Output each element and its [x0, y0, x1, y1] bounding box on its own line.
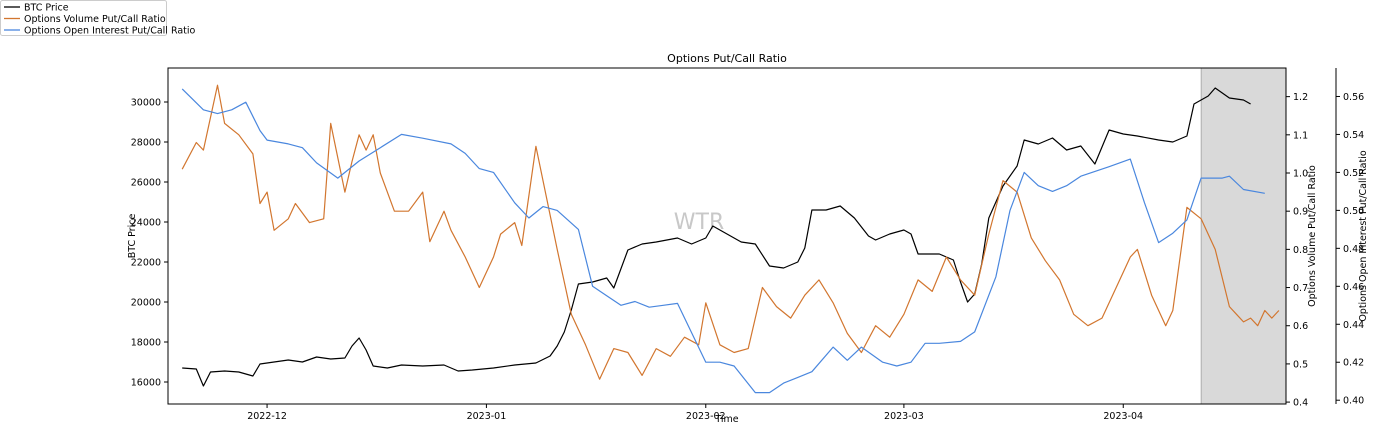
right2-tick-label: 0.50	[1343, 206, 1364, 217]
highlight-span	[1200, 67, 1287, 405]
left-tick-label: 26000	[131, 178, 161, 189]
legend-label: Options Volume Put/Call Ratio	[24, 14, 166, 25]
right1-tick-label: 0.6	[1293, 321, 1308, 332]
right2-tick-label: 0.52	[1343, 168, 1364, 179]
series-line-1	[181, 84, 1280, 380]
left-tick-label: 22000	[131, 258, 161, 269]
right2-tick-label: 0.40	[1343, 396, 1364, 407]
x-tick-label: 2023-03	[884, 411, 924, 422]
right2-tick-label: 0.48	[1343, 244, 1364, 255]
right2-tick-label: 0.42	[1343, 358, 1364, 369]
right1-tick-label: 1.2	[1293, 92, 1308, 103]
right1-tick-label: 0.9	[1293, 207, 1308, 218]
series-line-2	[181, 88, 1265, 394]
x-axis-label: Time	[714, 414, 738, 425]
left-tick-label: 30000	[131, 98, 161, 109]
left-tick-label: 18000	[131, 338, 161, 349]
right1-tick-label: 0.8	[1293, 245, 1308, 256]
left-tick-label: 24000	[131, 218, 161, 229]
left-tick-label: 16000	[131, 378, 161, 389]
right1-tick-label: 0.4	[1293, 398, 1308, 409]
x-tick-label: 2023-01	[467, 411, 507, 422]
legend-box	[0, 0, 167, 36]
right1-tick-label: 0.7	[1293, 283, 1308, 294]
left-axis-label: BTC Price	[127, 214, 138, 259]
right1-tick-label: 0.5	[1293, 359, 1308, 370]
legend-label: Options Open Interest Put/Call Ratio	[24, 26, 196, 37]
x-tick-label: 2023-02	[686, 411, 726, 422]
x-tick-label: 2022-12	[247, 411, 287, 422]
right1-tick-label: 1.1	[1293, 130, 1308, 141]
right-axis-label-volume: Options Volume Put/Call Ratio	[1307, 165, 1318, 307]
right2-tick-label: 0.56	[1343, 92, 1364, 103]
right2-tick-label: 0.46	[1343, 282, 1364, 293]
x-tick-label: 2023-04	[1103, 411, 1143, 422]
right2-tick-label: 0.54	[1343, 130, 1364, 141]
legend-label: BTC Price	[24, 3, 69, 14]
right2-tick-label: 0.44	[1343, 320, 1364, 331]
left-tick-label: 20000	[131, 298, 161, 309]
watermark-text: WTR	[674, 210, 724, 235]
right1-tick-label: 1.0	[1293, 169, 1308, 180]
left-tick-label: 28000	[131, 138, 161, 149]
plot-frame	[167, 67, 1287, 405]
series-line-0	[182, 87, 1251, 387]
right-axis-label-open-interest: Options Open Interest Put/Call Ratio	[1358, 150, 1369, 322]
chart-title: Options Put/Call Ratio	[667, 52, 787, 65]
